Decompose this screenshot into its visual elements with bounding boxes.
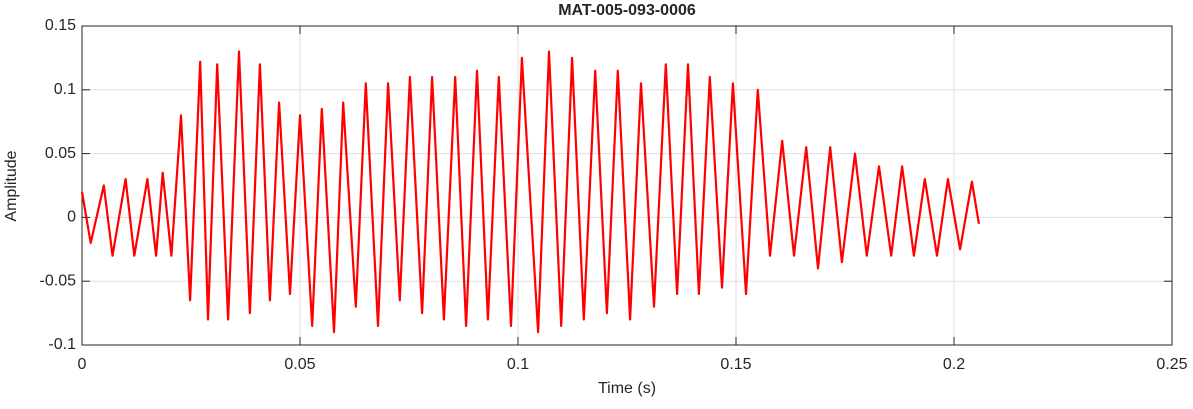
chart-title: MAT-005-093-0006	[558, 2, 696, 19]
x-tick-label: 0.15	[720, 356, 751, 373]
waveform-line	[80, 50, 980, 334]
x-tick-label: 0	[78, 356, 87, 373]
y-tick-label: -0.1	[48, 336, 76, 353]
y-tick-label: 0.05	[45, 145, 76, 162]
x-axis-label: Time (s)	[598, 380, 656, 397]
x-tick-label: 0.25	[1156, 356, 1187, 373]
x-tick-label: 0.1	[507, 356, 529, 373]
y-tick-label: 0.15	[45, 17, 76, 34]
y-tick-label: -0.05	[40, 272, 77, 289]
y-tick-label: 0	[67, 209, 76, 226]
y-axis-label: Amplitude	[3, 150, 20, 221]
x-tick-label: 0.05	[284, 356, 315, 373]
plot-frame	[81, 25, 1173, 346]
y-tick-label: 0.1	[54, 81, 76, 98]
x-tick-label: 0.2	[943, 356, 965, 373]
